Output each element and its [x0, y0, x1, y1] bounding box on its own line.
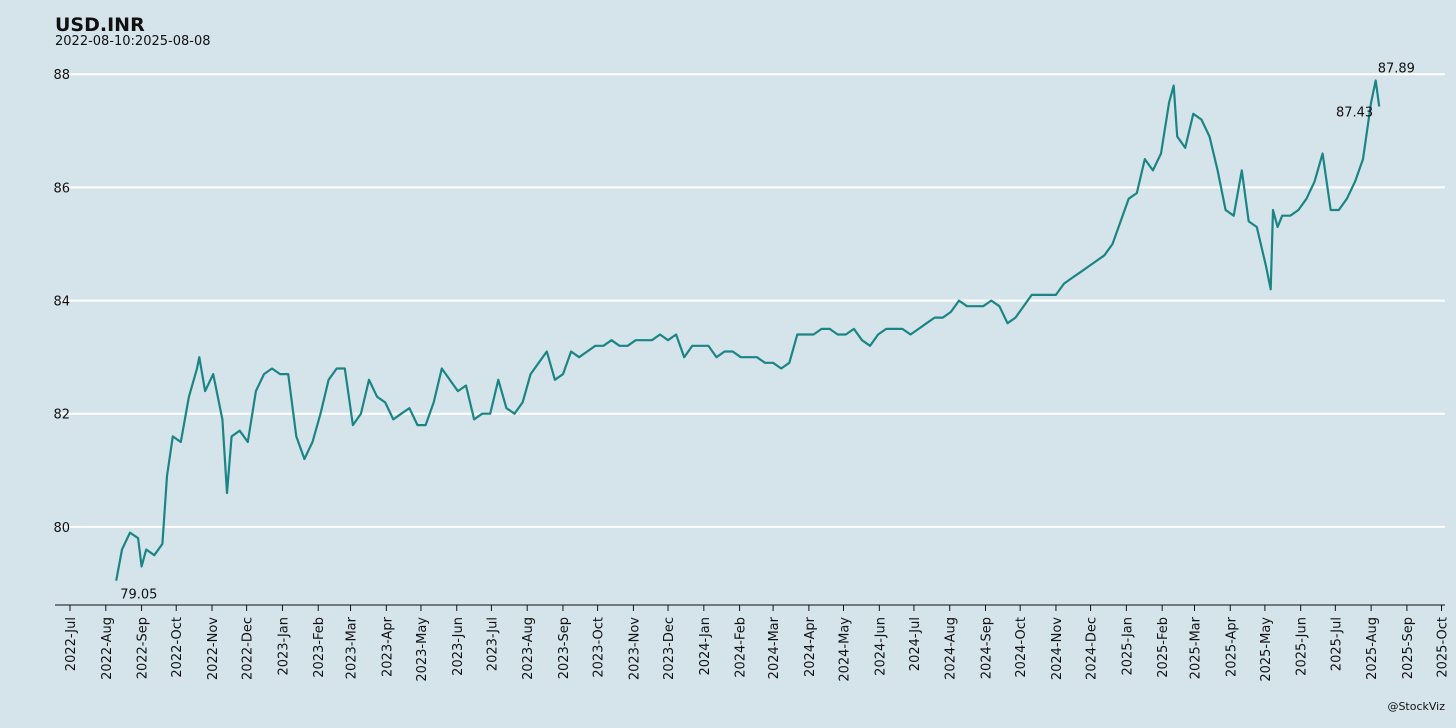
x-tick-label: 2024-Nov [1050, 617, 1065, 680]
x-tick-label: 2024-Feb [734, 617, 749, 678]
price-line [115, 79, 1381, 581]
x-tick-label: 2025-Apr [1224, 616, 1239, 677]
y-tick-label: 80 [53, 521, 70, 536]
x-tick-label: 2025-Jun [1295, 617, 1310, 676]
x-tick-label: 2025-Feb [1156, 617, 1171, 678]
x-tick-label: 2024-Oct [1014, 617, 1029, 678]
caption: @StockViz [1387, 700, 1445, 713]
annotation: 79.05 [120, 588, 157, 603]
x-tick-label: 2024-Mar [767, 616, 782, 679]
x-tick-label: 2023-Aug [521, 617, 536, 680]
x-tick-label: 2023-Oct [592, 617, 607, 678]
x-tick-label: 2025-Sep [1401, 617, 1416, 679]
x-tick-label: 2024-Apr [803, 616, 818, 677]
x-tick-label: 2022-Dec [241, 617, 256, 680]
x-tick-label: 2023-Jan [276, 617, 291, 676]
x-tick-label: 2022-Oct [170, 617, 185, 678]
x-tick-label: 2025-Mar [1188, 616, 1203, 679]
x-tick-label: 2023-Jun [451, 617, 466, 676]
x-tick-label: 2022-Aug [100, 617, 115, 680]
x-tick-label: 2024-Jan [698, 617, 713, 676]
x-tick-label: 2024-Jul [908, 617, 923, 671]
annotation: 87.89 [1378, 61, 1415, 76]
chart-title: USD.INR [55, 14, 145, 36]
x-tick-label: 2023-Dec [662, 617, 677, 680]
y-tick-label: 88 [53, 68, 70, 83]
x-tick-label: 2024-Aug [944, 617, 959, 680]
y-tick-label: 82 [53, 408, 70, 423]
annotation: 87.43 [1336, 105, 1373, 120]
y-tick-label: 86 [53, 181, 70, 196]
x-tick-label: 2024-Dec [1085, 617, 1100, 680]
x-tick-label: 2025-May [1259, 617, 1274, 682]
x-tick-label: 2025-Jul [1329, 617, 1344, 671]
chart-subtitle: 2022-08-10:2025-08-08 [55, 34, 210, 49]
x-tick-label: 2022-Sep [136, 617, 151, 679]
x-tick-label: 2023-Apr [380, 616, 395, 677]
x-tick-label: 2023-Sep [557, 617, 572, 679]
x-tick-label: 2025-Aug [1365, 617, 1380, 680]
x-tick-label: 2025-Oct [1436, 617, 1451, 678]
x-tick-label: 2022-Nov [206, 617, 221, 680]
x-tick-label: 2023-May [415, 617, 430, 682]
x-tick-label: 2023-Mar [345, 616, 360, 679]
x-tick-label: 2024-Jun [873, 617, 888, 676]
x-tick-label: 2024-Sep [980, 617, 995, 679]
x-tick-label: 2024-May [838, 617, 853, 682]
x-tick-label: 2022-Jul [64, 617, 79, 671]
x-tick-label: 2023-Nov [627, 617, 642, 680]
x-tick-label: 2023-Feb [312, 617, 327, 678]
x-tick-label: 2023-Jul [485, 617, 500, 671]
y-tick-label: 84 [53, 295, 70, 310]
x-tick-label: 2025-Jan [1120, 617, 1135, 676]
